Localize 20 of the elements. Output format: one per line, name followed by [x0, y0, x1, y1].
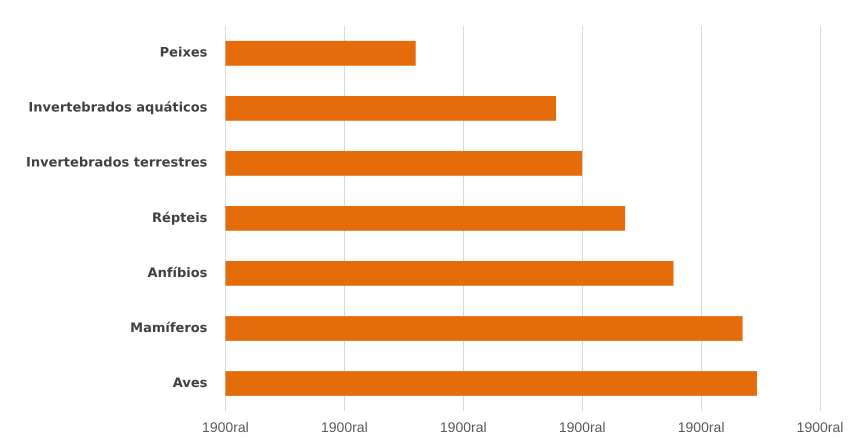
y-tick-label: Répteis: [152, 210, 208, 226]
y-tick-label: Aves: [172, 376, 208, 391]
text: 1900ral: [558, 418, 606, 435]
bar: [225, 150, 582, 176]
bar: [225, 40, 416, 66]
y-tick-label: Peixes: [160, 46, 208, 61]
bar: [225, 96, 556, 121]
y-tick-label: Mamíferos: [130, 320, 208, 336]
y-tick-label: Invertebrados terrestres: [26, 156, 208, 171]
text: 1900ral: [202, 418, 249, 435]
bar: [225, 316, 743, 341]
text: 1900ral: [796, 418, 844, 435]
y-tick-label: Invertebrados aquáticos: [28, 100, 208, 116]
bar: [225, 206, 626, 231]
text: 1900ral: [440, 418, 487, 435]
bar: [225, 371, 757, 396]
bar: [225, 261, 674, 286]
y-tick-label: Anfíbios: [148, 266, 208, 281]
text: 1900ral: [320, 418, 368, 435]
text: 1900ral: [678, 418, 724, 435]
